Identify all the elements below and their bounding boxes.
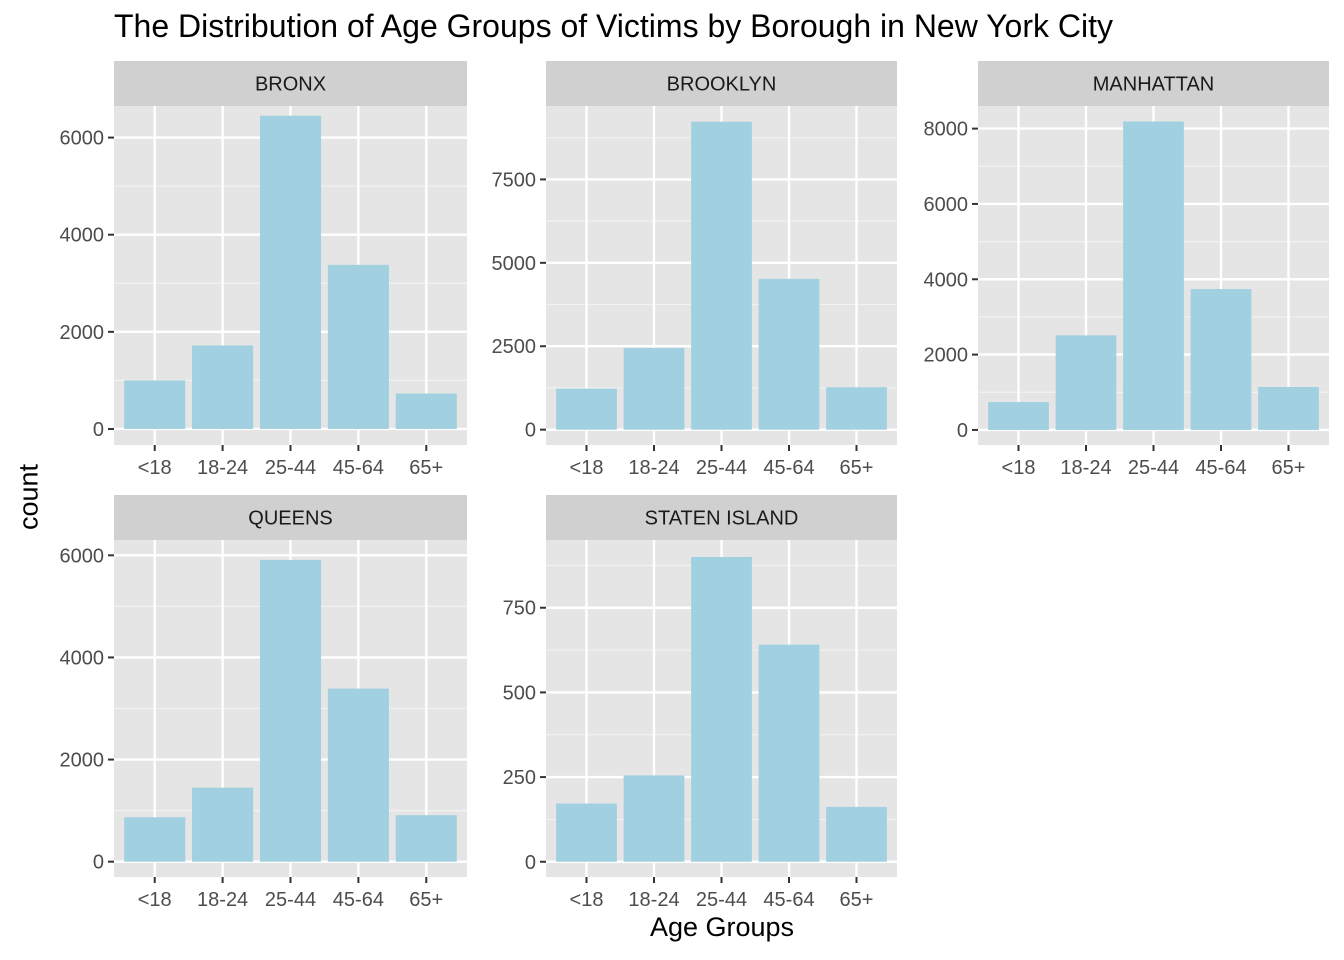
y-tick-label: 0	[93, 852, 104, 874]
bar	[395, 393, 457, 429]
y-tick-label: 5000	[492, 253, 537, 275]
bar	[691, 556, 752, 862]
bar	[124, 380, 186, 429]
x-tick-label: <18	[138, 457, 172, 479]
x-tick-label: <18	[570, 457, 604, 479]
x-tick-label: 65+	[409, 457, 443, 479]
bar	[826, 387, 887, 430]
facet-strip	[546, 495, 897, 540]
bar	[758, 644, 820, 862]
y-tick-label: 6000	[924, 194, 969, 216]
facet-strip-label: MANHATTAN	[1093, 74, 1214, 96]
facet-strip	[114, 61, 467, 106]
bar	[556, 803, 617, 862]
y-tick-label: 2000	[60, 322, 105, 344]
bar	[192, 345, 254, 429]
bar	[192, 787, 254, 862]
facet-strip-label: STATEN ISLAND	[645, 508, 799, 530]
y-tick-label: 0	[93, 419, 104, 441]
facet-strip-label: QUEENS	[248, 508, 332, 530]
bar	[1190, 289, 1252, 430]
x-axis-label: Age Groups	[649, 912, 795, 942]
chart-title: The Distribution of Age Groups of Victim…	[114, 8, 1113, 44]
x-tick-label: 18-24	[197, 889, 248, 911]
facet-strip	[546, 61, 897, 106]
x-tick-label: 25-44	[696, 889, 747, 911]
x-tick-label: 65+	[1272, 457, 1306, 479]
facet-panel-manhattan: MANHATTAN 0 2000 4000 6000 8000 <18 18-24 25-44 4…	[924, 61, 1329, 479]
x-tick-label: 45-64	[333, 457, 384, 479]
y-tick-label: 7500	[492, 169, 537, 191]
bar	[1258, 386, 1319, 430]
x-tick-label: 65+	[840, 457, 874, 479]
bar	[259, 115, 322, 429]
x-tick-label: 45-64	[1195, 457, 1246, 479]
bar	[327, 688, 389, 862]
bar	[259, 559, 322, 862]
y-tick-label: 2000	[60, 750, 105, 772]
x-tick-label: 65+	[840, 889, 874, 911]
facet-panel-staten-island: STATEN ISLAND 0 250 500 750 <18 18-24 25-44 45-6…	[503, 495, 897, 911]
x-tick-label: 25-44	[265, 457, 316, 479]
x-tick-label: 18-24	[628, 457, 679, 479]
bar	[556, 388, 617, 430]
bar	[327, 264, 389, 429]
x-tick-label: 25-44	[265, 889, 316, 911]
x-tick-label: 45-64	[333, 889, 384, 911]
facet-panel-queens: QUEENS 0 2000 4000 6000 <18 18-24 25-44 45-64 65+	[60, 495, 467, 911]
x-tick-label: <18	[1002, 457, 1036, 479]
y-tick-label: 750	[503, 598, 536, 620]
x-tick-label: 45-64	[763, 889, 814, 911]
facet-strip-label: BROOKLYN	[667, 74, 777, 96]
x-tick-label: <18	[570, 889, 604, 911]
y-axis-label: count	[13, 463, 44, 531]
bar	[124, 817, 186, 862]
bar	[691, 121, 752, 430]
x-tick-label: 65+	[409, 889, 443, 911]
y-tick-label: 250	[503, 767, 536, 789]
x-tick-label: 25-44	[696, 457, 747, 479]
bar	[826, 806, 887, 862]
y-tick-label: 0	[525, 852, 536, 874]
facet-strip	[114, 495, 467, 540]
bar	[1123, 121, 1184, 430]
y-tick-label: 4000	[60, 225, 105, 247]
y-tick-label: 6000	[60, 545, 105, 567]
y-tick-label: 8000	[924, 119, 969, 141]
facet-panel-bronx: BRONX 0 2000 4000 6000 <18 18-24 25-44 45-64 65+	[60, 61, 467, 479]
facet-panel-brooklyn: BROOKLYN 0 2500 5000 7500 <18 18-24 25-44 45-64 6…	[492, 61, 897, 479]
x-tick-label: 18-24	[197, 457, 248, 479]
facet-strip-label: BRONX	[255, 74, 326, 96]
y-tick-label: 0	[525, 420, 536, 442]
bar	[988, 402, 1049, 430]
x-tick-label: 25-44	[1128, 457, 1179, 479]
x-tick-label: 18-24	[1060, 457, 1111, 479]
x-tick-label: 18-24	[628, 889, 679, 911]
y-tick-label: 4000	[924, 269, 969, 291]
bar	[758, 278, 820, 430]
x-tick-label: 45-64	[763, 457, 814, 479]
bar	[623, 775, 685, 862]
y-tick-label: 2000	[924, 345, 969, 367]
y-tick-label: 500	[503, 682, 536, 704]
y-tick-label: 4000	[60, 647, 105, 669]
y-tick-label: 2500	[492, 336, 537, 358]
bar	[395, 815, 457, 862]
facet-strip	[978, 61, 1329, 106]
bar	[1055, 335, 1117, 430]
x-tick-label: <18	[138, 889, 172, 911]
y-tick-label: 0	[957, 420, 968, 442]
bar	[623, 347, 685, 430]
y-tick-label: 6000	[60, 128, 105, 150]
